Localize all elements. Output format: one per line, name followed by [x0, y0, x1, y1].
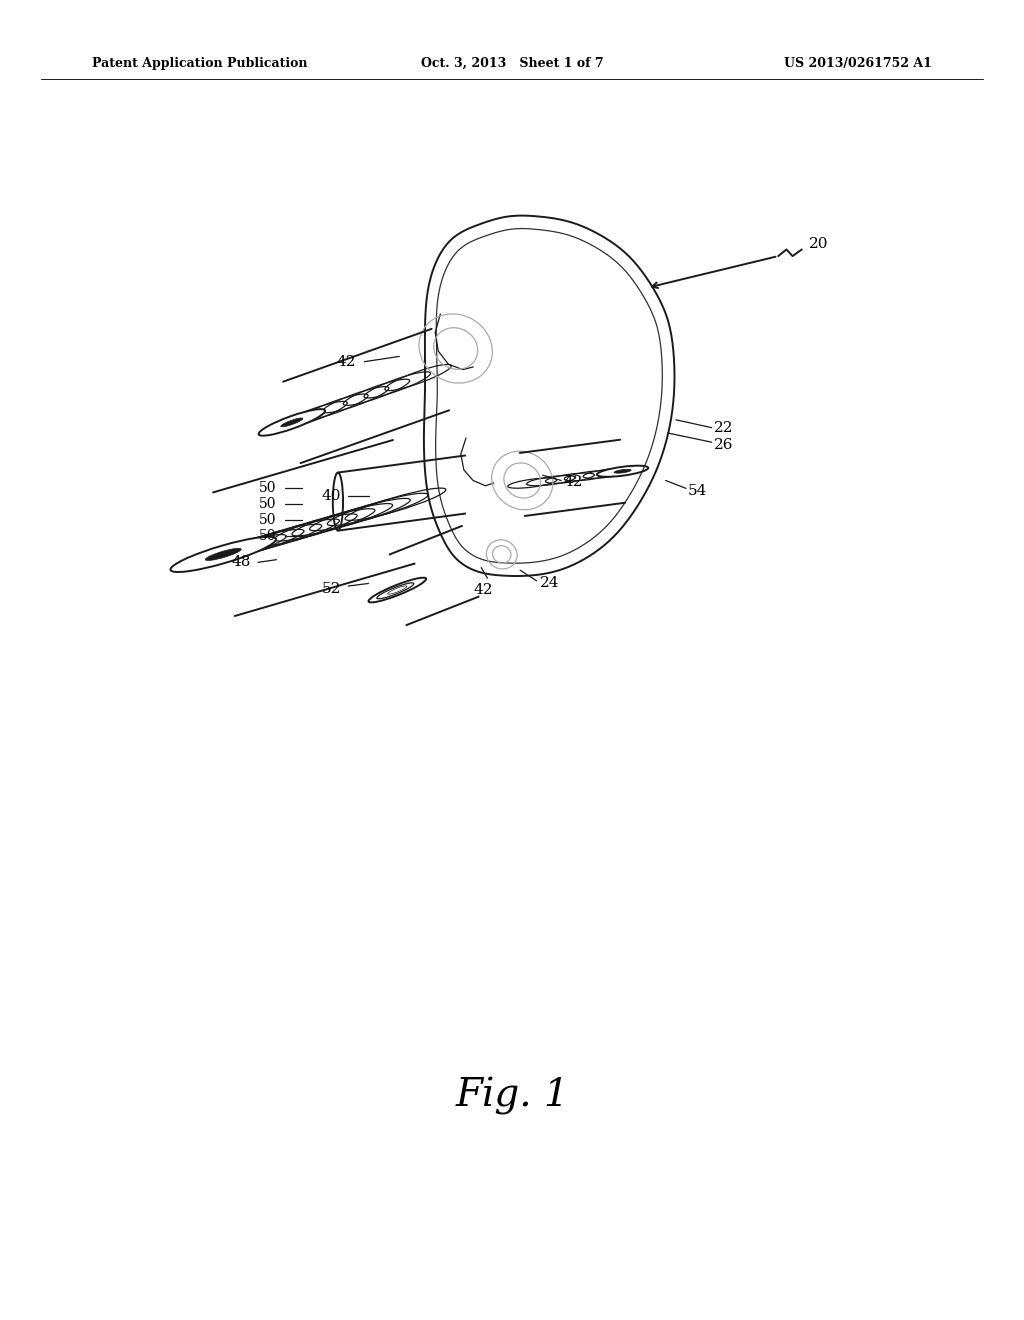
Text: 52: 52 [322, 582, 341, 595]
Ellipse shape [369, 578, 426, 602]
Text: 26: 26 [714, 438, 733, 451]
Text: 50: 50 [259, 498, 276, 511]
Text: 48: 48 [231, 556, 251, 569]
Ellipse shape [205, 548, 242, 561]
Ellipse shape [614, 470, 631, 473]
Ellipse shape [597, 466, 648, 477]
Text: US 2013/0261752 A1: US 2013/0261752 A1 [784, 57, 932, 70]
Text: 50: 50 [259, 482, 276, 495]
Ellipse shape [333, 473, 343, 531]
Text: 50: 50 [259, 529, 276, 543]
Text: Patent Application Publication: Patent Application Publication [92, 57, 307, 70]
Ellipse shape [259, 409, 325, 436]
Text: 20: 20 [809, 238, 828, 251]
Text: 42: 42 [563, 475, 583, 488]
Text: 54: 54 [688, 484, 708, 498]
Text: 24: 24 [540, 577, 559, 590]
Text: 50: 50 [259, 513, 276, 527]
Text: 22: 22 [714, 421, 733, 434]
Text: Oct. 3, 2013   Sheet 1 of 7: Oct. 3, 2013 Sheet 1 of 7 [421, 57, 603, 70]
Ellipse shape [281, 418, 303, 426]
Ellipse shape [170, 537, 276, 572]
Text: 42: 42 [337, 355, 356, 368]
Text: 40: 40 [322, 490, 341, 503]
Ellipse shape [388, 586, 407, 594]
Text: Fig. 1: Fig. 1 [455, 1077, 569, 1114]
Text: 42: 42 [473, 583, 494, 598]
